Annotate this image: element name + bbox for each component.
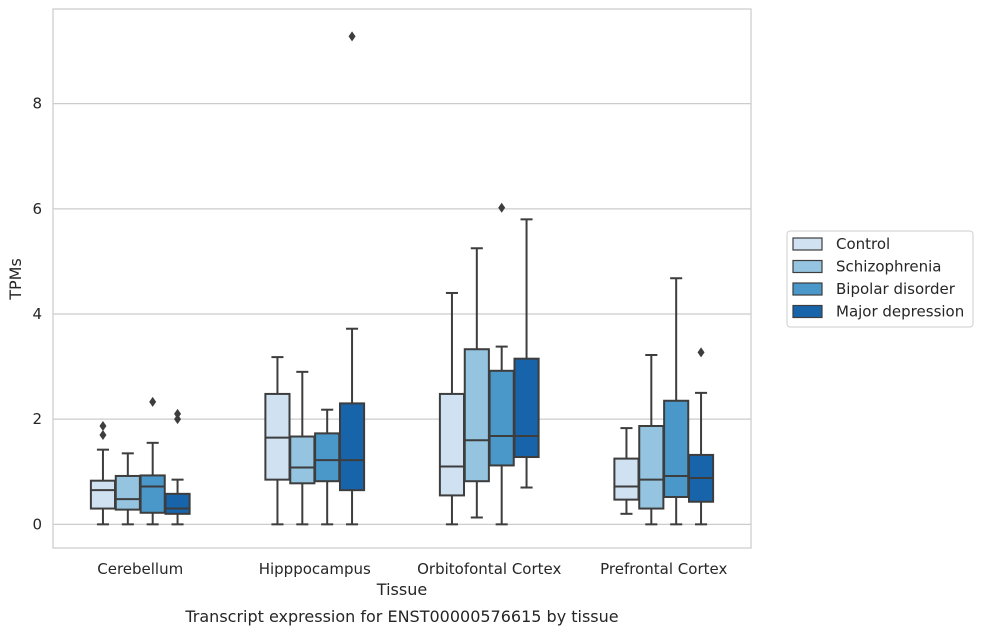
x-axis-label: Tissue <box>376 580 427 599</box>
legend-item: Major depression <box>792 303 964 321</box>
box-control <box>89 421 117 526</box>
y-tick-label: 2 <box>32 410 42 428</box>
legend-swatch <box>792 282 823 296</box>
x-tick-label: Orbitofontal Cortex <box>417 560 561 578</box>
y-tick-label: 6 <box>32 200 42 218</box>
legend-swatch <box>792 304 823 319</box>
outlier-point <box>348 31 356 42</box>
legend-label: Control <box>836 235 890 253</box>
legend-item: Bipolar disorder <box>792 280 956 298</box>
x-tick-label: Cerebellum <box>97 560 183 578</box>
legend-label: Bipolar disorder <box>836 280 956 298</box>
box-major-depression <box>338 31 366 526</box>
legend-label: Major depression <box>836 303 964 321</box>
legend-swatch <box>792 259 823 274</box>
outlier-point <box>498 202 506 213</box>
outlier-point <box>174 414 182 425</box>
box-iqr <box>438 392 466 497</box>
box-schizophrenia <box>114 452 141 526</box>
box-schizophrenia <box>463 247 490 519</box>
box-bipolar-disorder <box>139 396 166 526</box>
outlier-point <box>99 421 107 432</box>
chart-caption: Transcript expression for ENST0000057661… <box>184 607 618 626</box>
box-control <box>264 356 291 526</box>
box-bipolar-disorder <box>488 202 515 526</box>
x-tick-labels: Cerebellum Hipppocampus Orbitofontal Corte… <box>97 560 727 578</box>
y-tick-label: 8 <box>32 95 42 113</box>
box-iqr <box>463 348 490 483</box>
box-bipolar-disorder <box>314 408 341 526</box>
box-schizophrenia <box>638 354 665 526</box>
x-tick-label: Hipppocampus <box>259 560 371 578</box>
box-iqr <box>139 474 166 514</box>
y-axis-label: TPMs <box>6 258 25 301</box>
legend: Control Schizophrenia Bipolar disorder Majo… <box>786 230 974 328</box>
box-iqr <box>638 425 665 510</box>
box-iqr <box>89 479 117 510</box>
legend-label: Schizophrenia <box>836 258 941 276</box>
box-schizophrenia <box>289 370 316 526</box>
legend-swatch <box>792 237 823 251</box>
outlier-point <box>149 396 157 407</box>
outlier-point <box>174 408 182 419</box>
y-tick-label: 0 <box>32 515 42 533</box>
box-iqr <box>338 402 366 492</box>
box-series <box>89 31 715 526</box>
box-iqr <box>164 492 191 515</box>
outlier-point <box>99 429 107 440</box>
grid-lines <box>53 103 751 525</box>
y-tick-label: 4 <box>32 305 42 323</box>
box-iqr <box>663 399 690 498</box>
box-iqr <box>488 369 515 467</box>
legend-item: Schizophrenia <box>792 258 941 276</box>
x-tick-label: Prefrontal Cortex <box>600 560 727 578</box>
box-major-depression <box>164 408 191 526</box>
legend-item: Control <box>792 235 890 253</box>
box-major-depression <box>513 218 540 489</box>
box-iqr <box>114 474 141 511</box>
box-control <box>438 291 466 526</box>
box-iqr <box>513 357 540 459</box>
box-iqr <box>289 435 316 485</box>
box-bipolar-disorder <box>663 277 690 526</box>
plot-frame <box>52 8 752 549</box>
box-control <box>613 427 640 515</box>
box-major-depression <box>687 347 715 526</box>
box-iqr <box>314 432 341 483</box>
legend-frame <box>786 230 974 328</box>
y-tick-labels: 0 2 4 6 8 <box>32 95 42 534</box>
outlier-point <box>697 347 705 358</box>
box-iqr <box>613 457 640 501</box>
